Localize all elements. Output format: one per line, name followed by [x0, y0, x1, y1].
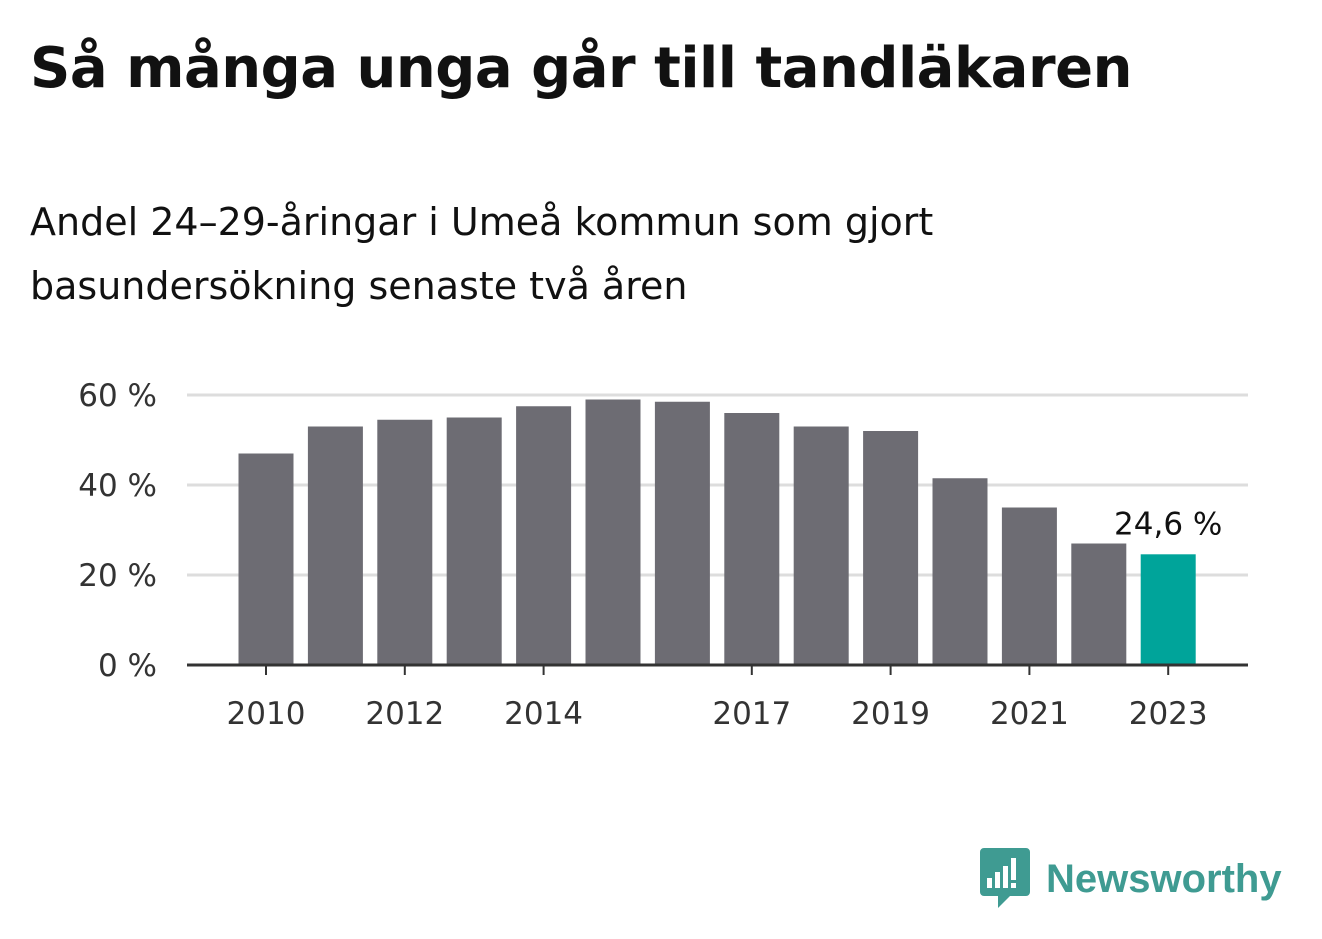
bar-2012	[377, 419, 433, 665]
x-tick-label: 2017	[712, 696, 791, 732]
x-tick-label: 2014	[504, 696, 583, 732]
bar-2017	[724, 413, 780, 665]
data-label: 24,6 %	[1114, 506, 1222, 542]
bar-2023	[1140, 554, 1196, 665]
x-axis: 2010 2012 2014 2017 2019 2021 2023	[187, 663, 1248, 732]
y-axis-labels: 0 % 20 % 40 % 60 %	[78, 378, 157, 684]
bar-2019	[863, 431, 919, 665]
bar-2018	[793, 426, 849, 665]
newsworthy-logo-icon	[980, 848, 1030, 908]
bar-2022	[1071, 543, 1127, 665]
x-tick-label: 2012	[365, 696, 444, 732]
bar-2014	[516, 406, 572, 665]
bar-chart: 0 % 20 % 40 % 60 % 2010 2012 2014 2017 2019 2021…	[78, 378, 1248, 732]
bar-2015	[585, 399, 641, 665]
x-tick-label: 2023	[1129, 696, 1208, 732]
bar-2016	[654, 401, 710, 665]
bar-2013	[446, 417, 502, 665]
data-labels: 24,6 %	[1114, 506, 1222, 542]
chart-title: Så många unga går till tandläkaren	[30, 36, 1132, 101]
bar-2020	[932, 478, 988, 665]
x-tick-label: 2019	[851, 696, 930, 732]
x-tick-label: 2021	[990, 696, 1069, 732]
gridlines	[187, 393, 1248, 577]
newsworthy-logo: Newsworthy	[980, 848, 1282, 910]
y-tick-label: 20 %	[78, 558, 157, 594]
x-tick-label: 2010	[227, 696, 306, 732]
bar-2011	[307, 426, 363, 665]
bar-2021	[1001, 507, 1057, 665]
chart-subtitle: Andel 24–29-åringar i Umeå kommun som gj…	[30, 200, 934, 308]
bar-2010	[238, 453, 294, 665]
y-tick-label: 0 %	[98, 648, 157, 684]
y-tick-label: 60 %	[78, 378, 157, 414]
y-tick-label: 40 %	[78, 468, 157, 504]
brand-name: Newsworthy	[1046, 856, 1282, 901]
bars	[238, 399, 1196, 665]
